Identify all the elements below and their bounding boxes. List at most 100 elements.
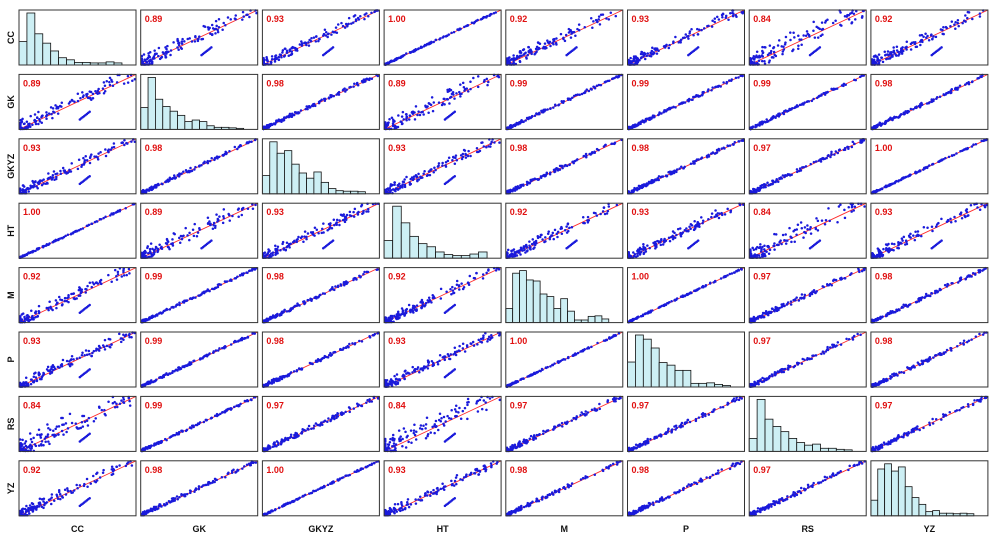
scatter-point [303,230,307,233]
scatter-point [727,18,730,21]
scatter-point [790,240,793,244]
panel-gkyz-cc: 0.93 [18,138,137,195]
scatter-point [231,214,234,218]
scatter-point [210,33,214,37]
scatter-point [148,59,151,63]
scatter-point [485,77,489,81]
scatter-point [320,227,324,231]
scatter-point [877,253,881,256]
identity-line [870,9,989,66]
scatter-point [57,237,60,241]
scatter-point [594,18,598,22]
scatter-point [405,115,409,119]
scatter-point [32,316,35,320]
scatter-point [228,219,231,222]
scatter-point [352,85,355,88]
scatter-point [638,58,641,62]
scatter-point [695,158,699,161]
scatter-point [455,92,458,95]
scatter-point [550,234,553,237]
scatter-point [888,183,892,186]
scatter-point [655,178,658,182]
scatter-point [288,49,292,53]
scatter-point [781,52,784,56]
scatter-point [717,18,721,21]
scatter-point [966,147,969,150]
scatter-point [667,46,671,50]
scatter-point [950,20,954,23]
scatter-point [717,216,721,220]
scatter-point [895,45,899,49]
scatter-point [246,207,250,211]
scatter-point [40,121,43,125]
scatter-point [389,190,392,193]
scatter-point [97,87,100,91]
scatter-point [361,80,364,84]
scatter-point [804,165,808,168]
scatter-point [520,183,523,187]
scatter-point [176,46,179,49]
scatter-point [289,53,292,57]
scatter-point [26,186,30,190]
scatter-point [753,189,756,192]
scatter-point [147,52,150,55]
scatter-point [627,125,631,129]
histogram-bar [383,240,394,259]
scatter-point [893,242,896,246]
scatter-point [143,58,147,61]
scatter-point [820,219,824,222]
correlation-label: 0.99 [145,272,163,282]
scatter-point [520,249,524,252]
scatter-point [317,39,320,43]
scatter-point [32,181,35,184]
scatter-point [679,235,683,238]
scatter-point [203,160,206,164]
scatter-point [459,95,462,98]
scatter-point [909,107,913,111]
scatter-point [480,141,483,145]
scatter-point [674,106,677,109]
scatter-point [33,311,37,314]
scatter-point [892,46,895,49]
scatter-point [165,52,168,55]
scatter-point [553,228,557,232]
scatter-point [215,24,218,28]
scatter-point [283,47,287,50]
scatter-point [108,80,111,84]
scatter-point [221,221,225,225]
scatter-point [566,97,570,100]
scatter-point [714,209,717,212]
scatter-point [281,242,284,246]
scatter-point [89,155,92,158]
scatter-point [310,36,313,40]
scatter-point [186,37,189,41]
scatter-point [812,97,815,101]
panel-border [383,9,502,66]
scatter-point [297,235,300,239]
scatter-point [416,113,419,117]
scatter-point [180,40,184,43]
scatter-point [754,247,758,251]
scatter-point [525,57,528,60]
scatter-point [737,140,740,143]
scatter-point [157,46,161,50]
scatter-point [790,236,793,240]
scatter-point [808,228,812,231]
scatter-point [98,91,101,95]
scatter-point [545,171,549,175]
scatter-point [475,19,478,23]
scatter-point [581,216,585,219]
scatter-point [890,51,893,54]
scatter-point [104,154,108,158]
scatter-point [289,307,293,311]
scatter-point [809,232,813,235]
scatter-point [280,118,283,122]
scatter-point [675,233,678,237]
scatter-point [885,247,888,250]
panel-gk-gk [140,73,259,130]
scatter-point [830,152,833,156]
scatter-points [262,73,380,131]
scatter-point [146,246,149,250]
scatter-point [520,119,523,122]
scatter-point [516,185,520,188]
